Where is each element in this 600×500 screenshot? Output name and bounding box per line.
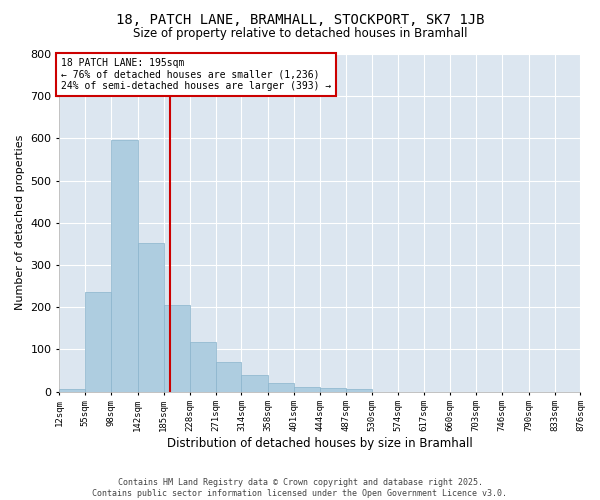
Bar bbox=[138, 243, 164, 392]
Bar bbox=[215, 362, 241, 392]
Bar bbox=[268, 383, 294, 392]
Bar bbox=[164, 305, 190, 392]
Bar bbox=[320, 388, 346, 392]
Y-axis label: Number of detached properties: Number of detached properties bbox=[15, 135, 25, 310]
Bar bbox=[59, 390, 85, 392]
Bar bbox=[85, 292, 111, 392]
Bar bbox=[346, 390, 372, 392]
Text: Size of property relative to detached houses in Bramhall: Size of property relative to detached ho… bbox=[133, 28, 467, 40]
Text: 18 PATCH LANE: 195sqm
← 76% of detached houses are smaller (1,236)
24% of semi-d: 18 PATCH LANE: 195sqm ← 76% of detached … bbox=[61, 58, 331, 92]
Bar bbox=[241, 374, 268, 392]
Text: 18, PATCH LANE, BRAMHALL, STOCKPORT, SK7 1JB: 18, PATCH LANE, BRAMHALL, STOCKPORT, SK7… bbox=[116, 12, 484, 26]
Bar bbox=[190, 342, 215, 392]
X-axis label: Distribution of detached houses by size in Bramhall: Distribution of detached houses by size … bbox=[167, 437, 473, 450]
Bar bbox=[111, 140, 138, 392]
Bar bbox=[294, 388, 320, 392]
Text: Contains HM Land Registry data © Crown copyright and database right 2025.
Contai: Contains HM Land Registry data © Crown c… bbox=[92, 478, 508, 498]
